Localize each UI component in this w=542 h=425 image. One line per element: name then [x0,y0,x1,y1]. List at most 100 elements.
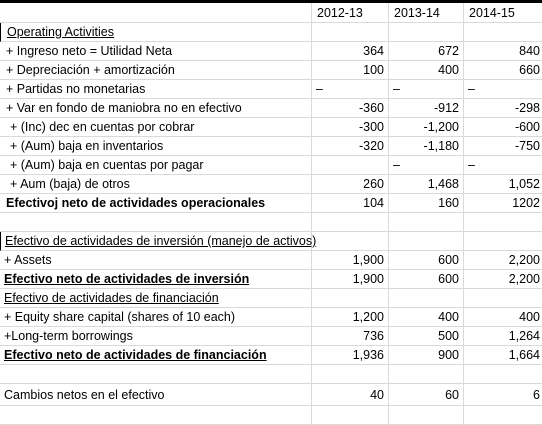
row-label[interactable]: + Aum (baja) de otros [0,175,312,194]
section-heading-operating[interactable]: Operating Activities [0,23,312,42]
table-row: + Assets 1,900 600 2,200 [0,251,542,270]
value-cell[interactable] [389,213,464,232]
row-label[interactable] [0,213,312,232]
value-cell[interactable]: 1,900 [312,270,389,289]
row-label[interactable]: + (Inc) dec en cuentas por cobrar [0,118,312,137]
table-row: + Ingreso neto = Utilidad Neta 364 672 8… [0,42,542,61]
value-cell[interactable] [312,23,389,42]
section-heading-financing[interactable]: Efectivo de actividades de financiación [0,289,312,308]
value-cell[interactable]: 600 [389,270,464,289]
table-row: Efectivo de actividades de financiación [0,289,542,308]
value-cell[interactable]: 1,900 [312,251,389,270]
section-heading-investing[interactable]: Efectivo de actividades de inversión (ma… [0,232,316,251]
value-cell[interactable]: 100 [312,61,389,80]
value-cell[interactable]: -320 [312,137,389,156]
row-label[interactable]: + Partidas no monetarias [0,80,312,99]
value-cell[interactable]: 1202 [464,194,542,213]
row-label[interactable]: + Assets [0,251,312,270]
value-cell[interactable] [464,365,542,384]
total-label-operating[interactable]: Efectivoj neto de actividades operaciona… [0,194,312,213]
value-cell[interactable]: -1,180 [389,137,464,156]
table-row [0,213,542,232]
value-cell[interactable] [389,232,464,251]
value-cell[interactable]: 400 [389,61,464,80]
header-year-2013-14[interactable]: 2013-14 [389,3,464,23]
value-cell[interactable]: -912 [389,99,464,118]
value-cell[interactable]: 1,936 [312,346,389,365]
value-cell[interactable]: 160 [389,194,464,213]
row-label[interactable]: + (Aum) baja en inventarios [0,137,312,156]
value-cell[interactable]: 660 [464,61,542,80]
table-row: + Var en fondo de maniobra no en efectiv… [0,99,542,118]
value-cell[interactable]: -1,200 [389,118,464,137]
header-year-2014-15[interactable]: 2014-15 [464,3,542,23]
value-cell[interactable]: 2,200 [464,270,542,289]
value-cell[interactable]: 672 [389,42,464,61]
value-cell[interactable]: -298 [464,99,542,118]
value-cell[interactable]: 1,200 [312,308,389,327]
table-row: Operating Activities [0,23,542,42]
value-cell[interactable]: 400 [389,308,464,327]
total-label-financing[interactable]: Efectivo neto de actividades de financia… [0,346,312,365]
table-row: Efectivoj neto de actividades operaciona… [0,194,542,213]
value-cell[interactable]: 1,664 [464,346,542,365]
value-cell[interactable]: 2,200 [464,251,542,270]
table-row: + Equity share capital (shares of 10 eac… [0,308,542,327]
value-cell[interactable] [389,23,464,42]
net-change-label[interactable]: Cambios netos en el efectivo [0,384,312,406]
value-cell[interactable] [389,406,464,425]
row-label[interactable] [0,365,312,384]
header-row: 2012-13 2013-14 2014-15 [0,3,542,23]
value-cell[interactable]: -750 [464,137,542,156]
value-cell[interactable]: 600 [389,251,464,270]
value-cell[interactable]: 1,052 [464,175,542,194]
value-cell[interactable] [312,365,389,384]
value-cell[interactable] [464,213,542,232]
value-cell[interactable] [312,406,389,425]
row-label[interactable]: + (Aum) baja en cuentas por pagar [0,156,312,175]
value-cell[interactable] [312,156,389,175]
value-cell[interactable]: 104 [312,194,389,213]
value-cell[interactable]: -360 [312,99,389,118]
header-year-2012-13[interactable]: 2012-13 [312,3,389,23]
value-cell[interactable]: -300 [312,118,389,137]
row-label[interactable] [0,406,312,425]
value-cell[interactable]: 40 [312,384,389,406]
value-cell[interactable]: 500 [389,327,464,346]
value-cell[interactable]: 60 [389,384,464,406]
value-cell[interactable] [464,406,542,425]
value-cell[interactable]: 364 [312,42,389,61]
row-label[interactable]: + Depreciación + amortización [0,61,312,80]
value-cell[interactable]: – [389,80,464,99]
header-label-cell[interactable] [0,3,312,23]
value-cell[interactable] [312,232,389,251]
row-label[interactable]: +Long-term borrowings [0,327,312,346]
value-cell[interactable]: 400 [464,308,542,327]
value-cell[interactable]: -600 [464,118,542,137]
row-label[interactable]: + Ingreso neto = Utilidad Neta [0,42,312,61]
value-cell[interactable]: 736 [312,327,389,346]
cash-flow-sheet: 2012-13 2013-14 2014-15 Operating Activi… [0,3,542,425]
value-cell[interactable]: 840 [464,42,542,61]
value-cell[interactable]: – [312,80,389,99]
table-row: + (Inc) dec en cuentas por cobrar -300 -… [0,118,542,137]
value-cell[interactable] [389,365,464,384]
value-cell[interactable] [464,23,542,42]
total-label-investing[interactable]: Efectivo neto de actividades de inversió… [0,270,312,289]
row-label[interactable]: + Equity share capital (shares of 10 eac… [0,308,312,327]
value-cell[interactable]: – [464,156,542,175]
table-row: + (Aum) baja en cuentas por pagar – – [0,156,542,175]
row-label[interactable]: + Var en fondo de maniobra no en efectiv… [0,99,312,118]
value-cell[interactable] [464,289,542,308]
value-cell[interactable]: 6 [464,384,542,406]
value-cell[interactable]: 1,264 [464,327,542,346]
value-cell[interactable] [312,289,389,308]
value-cell[interactable]: – [464,80,542,99]
value-cell[interactable]: 1,468 [389,175,464,194]
value-cell[interactable]: 900 [389,346,464,365]
value-cell[interactable]: – [389,156,464,175]
value-cell[interactable] [464,232,542,251]
value-cell[interactable] [312,213,389,232]
value-cell[interactable] [389,289,464,308]
value-cell[interactable]: 260 [312,175,389,194]
